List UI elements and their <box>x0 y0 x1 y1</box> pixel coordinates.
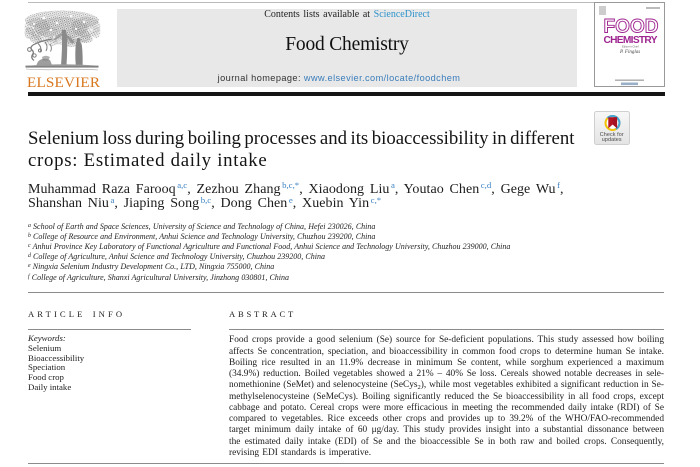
svg-text:Editor-in-Chief: Editor-in-Chief <box>622 45 639 49</box>
svg-text:CHEMISTRY: CHEMISTRY <box>604 35 658 46</box>
svg-text:FOOD: FOOD <box>604 17 659 38</box>
svg-text:P. Finglas: P. Finglas <box>619 50 640 55</box>
svg-text:ELSEVIER: ELSEVIER <box>27 74 101 90</box>
